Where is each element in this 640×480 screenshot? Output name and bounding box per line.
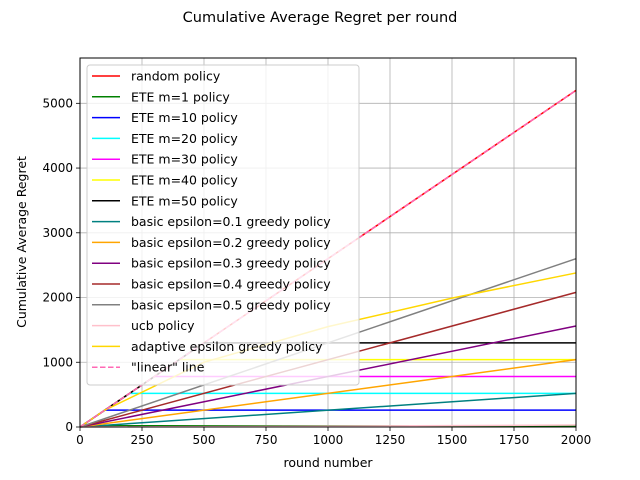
legend-label: basic epsilon=0.2 greedy policy xyxy=(131,235,331,250)
y-tick-label: 0 xyxy=(65,420,73,434)
legend-label: ETE m=30 policy xyxy=(131,152,238,167)
legend-label: "linear" line xyxy=(131,360,205,375)
y-axis-label: Cumulative Average Regret xyxy=(14,156,29,328)
y-tick-label: 2000 xyxy=(42,291,73,305)
legend-label: ETE m=40 policy xyxy=(131,173,238,188)
legend-label: random policy xyxy=(131,69,221,84)
x-tick-label: 1250 xyxy=(375,433,406,447)
series-line-basic-epsilon-0-1-greedy-policy xyxy=(79,392,577,428)
legend-label: basic epsilon=0.5 greedy policy xyxy=(131,297,331,312)
legend-label: ETE m=20 policy xyxy=(131,131,238,146)
legend-label: basic epsilon=0.1 greedy policy xyxy=(131,214,331,229)
legend-label: adaptive epsilon greedy policy xyxy=(131,339,323,354)
legend-box xyxy=(86,64,360,386)
legend-label: basic epsilon=0.3 greedy policy xyxy=(131,256,331,271)
x-tick-label: 250 xyxy=(131,433,154,447)
x-tick-label: 0 xyxy=(76,433,84,447)
legend-label: ucb policy xyxy=(131,318,195,333)
y-tick-label: 3000 xyxy=(42,226,73,240)
axis-ticks: 0 250 500 750 1000 1250 1500 1750 2000 0 1000 2000 3… xyxy=(42,96,591,447)
chart-title: Cumulative Average Regret per round xyxy=(183,10,458,26)
y-tick-label: 1000 xyxy=(42,355,73,369)
x-tick-label: 1750 xyxy=(499,433,530,447)
legend: random policy ETE m=1 policy ETE m=10 poli… xyxy=(86,64,360,386)
x-axis-label: round number xyxy=(283,455,373,470)
y-tick-label: 4000 xyxy=(42,161,73,175)
legend-label: basic epsilon=0.4 greedy policy xyxy=(131,277,331,292)
legend-label: ETE m=50 policy xyxy=(131,193,238,208)
x-tick-label: 1000 xyxy=(313,433,344,447)
x-tick-label: 500 xyxy=(193,433,216,447)
series-line-basic-epsilon-0-2-greedy-policy xyxy=(79,358,577,428)
x-tick-label: 1500 xyxy=(437,433,468,447)
y-tick-label: 5000 xyxy=(42,96,73,110)
legend-label: ETE m=10 policy xyxy=(131,110,238,125)
legend-label: ETE m=1 policy xyxy=(131,89,230,104)
x-tick-label: 750 xyxy=(255,433,278,447)
x-tick-label: 2000 xyxy=(561,433,592,447)
